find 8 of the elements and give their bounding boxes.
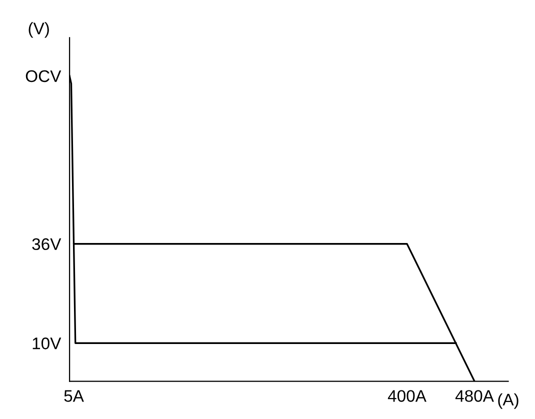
x-axis-title: (A): [498, 393, 518, 409]
y-tick-label: 36V: [32, 238, 62, 250]
x-tick-label: 5A: [64, 390, 84, 402]
y-tick-label: OCV: [26, 70, 62, 82]
x-tick-label: 480A: [455, 390, 494, 402]
y-tick-label: 10V: [32, 338, 62, 350]
x-tick-label: 400A: [388, 390, 426, 402]
y-axis-title: (V): [28, 22, 49, 38]
